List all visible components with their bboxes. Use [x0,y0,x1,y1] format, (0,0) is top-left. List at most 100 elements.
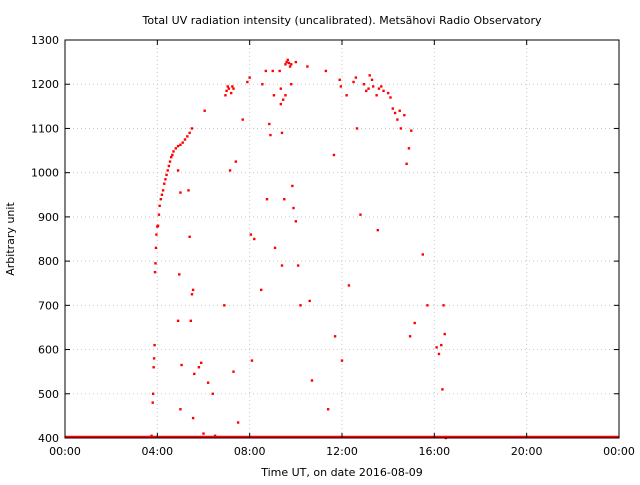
data-point [367,87,370,90]
data-point [368,74,371,77]
data-point [294,220,298,223]
data-point [347,284,351,287]
y-tick-label: 500 [38,388,59,401]
data-point [190,127,194,130]
data-point [230,91,233,95]
data-point [403,113,406,117]
data-point [167,164,171,168]
data-point [174,147,177,150]
data-point [324,69,328,73]
data-point [152,357,156,360]
data-point [250,359,254,362]
data-point [179,191,182,194]
data-point [169,155,173,159]
data-point [228,169,232,172]
data-point [249,233,253,236]
data-point [264,69,268,73]
x-tick-label: 00:00 [603,445,635,458]
data-point [287,61,291,65]
data-point [268,122,271,126]
data-point [279,87,283,90]
data-point [253,237,256,241]
data-point [197,366,201,369]
data-point [246,80,249,84]
data-point [236,421,240,424]
data-point [362,83,366,86]
data-point [265,198,269,201]
data-point [164,178,167,181]
data-point [223,304,226,307]
data-point [231,85,234,88]
data-point [176,144,180,148]
data-point [340,359,344,362]
data-point [333,335,337,338]
data-point [279,102,283,106]
y-tick-label: 800 [38,255,59,268]
x-tick-label: 20:00 [511,445,543,458]
data-point [153,343,156,347]
data-point [280,264,284,267]
data-point [291,184,294,188]
data-point [271,69,274,73]
y-tick-label: 1000 [31,167,59,180]
data-point [186,135,189,138]
data-point [410,129,413,132]
x-tick-label: 04:00 [141,445,173,458]
data-point [442,304,445,307]
data-point [371,85,375,88]
data-point [202,432,205,435]
data-point [288,65,292,68]
data-point [338,78,341,81]
data-point [183,138,187,141]
data-point [437,352,441,356]
x-tick-label: 00:00 [49,445,81,458]
data-point [158,204,161,208]
y-tick-label: 700 [38,299,59,312]
y-tick-label: 600 [38,344,59,357]
data-point [355,127,359,130]
data-point [332,153,336,157]
data-point [326,408,330,411]
data-point [191,288,195,292]
data-point [399,127,403,130]
data-point [286,58,289,62]
data-point [193,372,196,376]
data-point [190,293,194,296]
data-point [308,299,311,303]
data-point [284,94,287,97]
data-point [272,94,276,97]
data-point [234,160,238,163]
grid-layer [65,40,619,438]
data-point [377,87,381,90]
data-point [153,270,157,274]
data-point [375,94,378,97]
y-tick-label: 400 [38,432,59,445]
data-point [168,160,172,163]
data-point [290,83,293,86]
y-tick-label: 900 [38,211,59,224]
x-tick-label: 16:00 [418,445,450,458]
data-point [188,131,191,135]
data-point [176,169,180,172]
data-point [151,392,155,395]
x-tick-label: 08:00 [234,445,266,458]
data-point [294,60,298,64]
data-point [352,80,355,84]
data-point [187,189,190,192]
y-tick-label: 1100 [31,122,59,135]
data-point [232,87,235,90]
data-point [161,189,165,192]
data-point [151,401,154,404]
data-point [159,198,162,201]
y-tick-label: 1200 [31,78,59,91]
data-point [389,96,392,99]
data-point [285,60,288,64]
data-point [413,321,416,325]
data-point [280,131,284,135]
data-point [150,434,153,437]
data-point [179,408,182,411]
data-point [269,133,272,137]
data-point [203,109,206,112]
data-point [306,65,309,68]
data-point [382,89,385,93]
